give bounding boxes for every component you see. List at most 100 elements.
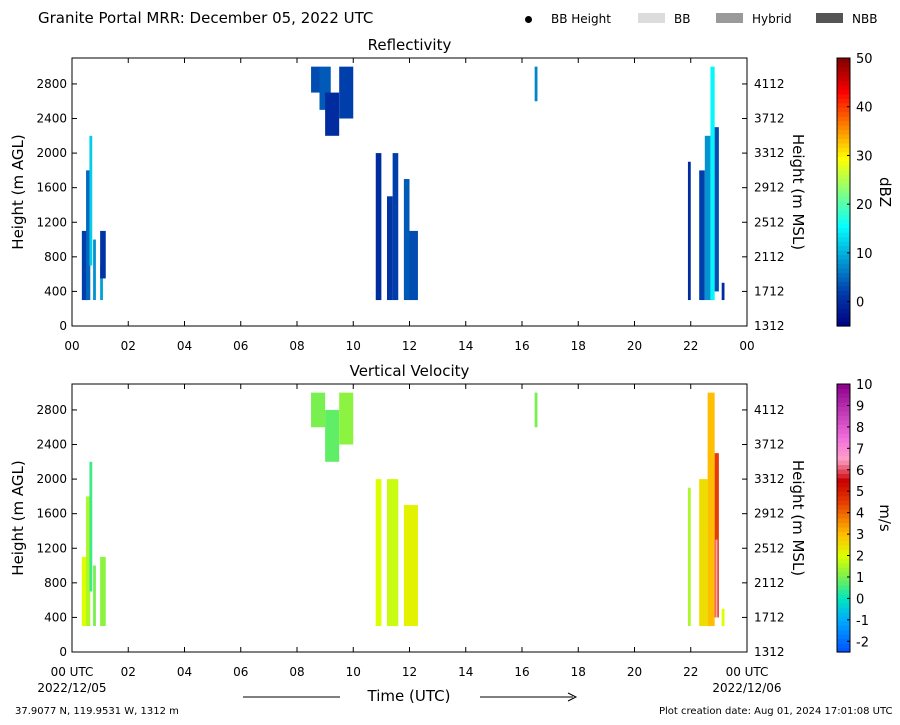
- colorbar-segment-1-41: [837, 464, 850, 470]
- colorbar-segment-1-12: [837, 593, 850, 599]
- bb-swatch: [638, 13, 665, 23]
- data-cell-1-16: [715, 539, 718, 618]
- colorbar-segment-1-6: [837, 620, 850, 626]
- colorbar-segment-0-48: [837, 107, 850, 113]
- colorbar-segment-0-23: [837, 218, 850, 224]
- colorbar-tick-label-0-1: 10: [856, 247, 873, 262]
- colorbar-tick-label-0-0: 0: [856, 296, 864, 311]
- plot-title-1: Vertical Velocity: [350, 362, 470, 380]
- data-cell-1-12: [687, 487, 691, 627]
- colorbar-segment-0-52: [837, 89, 850, 95]
- colorbar-tick-label-1-11: 9: [856, 399, 864, 414]
- colorbar-segment-0-50: [837, 98, 850, 104]
- y-tick-label-right-0-0: 1312: [754, 319, 785, 333]
- colorbar-segment-1-3: [837, 634, 850, 640]
- y-tick-label-right-0-6: 3712: [754, 112, 785, 126]
- colorbar-segment-1-53: [837, 410, 850, 416]
- data-cell-0-11: [387, 196, 393, 301]
- colorbar-segment-1-1: [837, 643, 850, 649]
- data-cell-0-21: [721, 282, 725, 301]
- data-cell-0-17: [699, 170, 705, 301]
- colorbar-segment-0-15: [837, 254, 850, 260]
- colorbar-segment-0-12: [837, 267, 850, 273]
- colorbar-segment-1-16: [837, 576, 850, 582]
- colorbar-segment-1-4: [837, 629, 850, 635]
- colorbar-segment-1-15: [837, 580, 850, 586]
- colorbar-segment-1-58: [837, 388, 850, 394]
- colorbar-segment-0-39: [837, 147, 850, 153]
- y-axis-label-0: Height (m AGL): [9, 134, 27, 249]
- colorbar-segment-1-54: [837, 406, 850, 412]
- colorbar-segment-1-45: [837, 446, 850, 452]
- colorbar-segment-0-21: [837, 227, 850, 233]
- colorbar-segment-0-46: [837, 116, 850, 122]
- data-cell-0-10: [375, 153, 382, 301]
- x-tick-label-0-7: 14: [458, 339, 473, 353]
- x-tick-label-1-1: 02: [121, 665, 136, 679]
- x-tick-label-1-3: 06: [233, 665, 248, 679]
- y-tick-label-right-1-4: 2912: [754, 507, 785, 521]
- legend-label-hybrid: Hybrid: [752, 12, 792, 26]
- x-tick-label-1-2: 04: [177, 665, 192, 679]
- data-cell-0-5: [100, 230, 106, 279]
- colorbar-segment-1-9: [837, 607, 850, 613]
- colorbar-segment-1-13: [837, 589, 850, 595]
- colorbar-tick-label-1-9: 7: [856, 442, 864, 457]
- x-tick-label-1-10: 20: [627, 665, 642, 679]
- colorbar-tick-label-1-0: -2: [856, 635, 869, 650]
- colorbar-tick-label-1-4: 2: [856, 550, 864, 565]
- y-tick-label-1-4: 1600: [36, 507, 67, 521]
- colorbar-tick-label-1-3: 1: [856, 571, 864, 586]
- nbb-swatch: [816, 13, 843, 23]
- colorbar-segment-1-56: [837, 397, 850, 403]
- colorbar-segment-0-57: [837, 66, 850, 72]
- data-cell-1-13: [699, 479, 708, 627]
- colorbar-segment-0-18: [837, 241, 850, 247]
- y-tick-label-right-1-2: 2112: [754, 576, 785, 590]
- data-cell-1-4: [100, 556, 106, 627]
- colorbar-segment-1-59: [837, 384, 850, 390]
- colorbar-segment-1-17: [837, 571, 850, 577]
- colorbar-tick-label-0-4: 40: [856, 101, 873, 116]
- figure-title: Granite Portal MRR: December 05, 2022 UT…: [38, 9, 374, 27]
- colorbar-segment-1-44: [837, 451, 850, 457]
- colorbar-segment-0-22: [837, 223, 850, 229]
- y-tick-label-right-0-4: 2912: [754, 181, 785, 195]
- colorbar-segment-0-35: [837, 165, 850, 171]
- colorbar-tick-label-1-5: 3: [856, 528, 864, 543]
- colorbar-segment-0-58: [837, 62, 850, 68]
- colorbar-segment-1-47: [837, 437, 850, 443]
- colorbar-segment-0-0: [837, 321, 850, 327]
- data-cell-0-14: [409, 230, 418, 301]
- colorbar-segment-1-42: [837, 459, 850, 465]
- colorbar-segment-0-43: [837, 129, 850, 135]
- colorbar-segment-1-11: [837, 598, 850, 604]
- y-tick-label-right-1-5: 3312: [754, 472, 785, 486]
- colorbar-segment-1-34: [837, 495, 850, 501]
- colorbar-segment-0-36: [837, 160, 850, 166]
- colorbar-segment-0-59: [837, 58, 850, 64]
- x-tick-label-1-0: 00 UTC: [51, 665, 94, 679]
- y-tick-label-right-0-5: 3312: [754, 146, 785, 160]
- y-tick-label-0-4: 1600: [36, 181, 67, 195]
- start-date-label: 2022/12/05: [37, 681, 106, 695]
- colorbar-segment-1-32: [837, 504, 850, 510]
- x-tick-label-0-5: 10: [346, 339, 361, 353]
- colorbar-segment-1-39: [837, 473, 850, 479]
- colorbar-segment-0-19: [837, 236, 850, 242]
- colorbar-tick-label-1-7: 5: [856, 485, 864, 500]
- colorbar-segment-0-44: [837, 125, 850, 131]
- data-cell-0-16: [687, 161, 691, 301]
- colorbar-segment-1-38: [837, 477, 850, 483]
- colorbar-tick-label-1-2: 0: [856, 592, 864, 607]
- colorbar-segment-1-48: [837, 433, 850, 439]
- colorbar-segment-0-38: [837, 151, 850, 157]
- y-axis-label-right-1: Height (m MSL): [789, 460, 807, 576]
- colorbar-segment-0-51: [837, 93, 850, 99]
- x-tick-label-0-1: 02: [121, 339, 136, 353]
- colorbar-segment-0-13: [837, 263, 850, 269]
- data-cell-0-9: [339, 66, 354, 119]
- x-tick-label-0-6: 12: [402, 339, 417, 353]
- colorbar-segment-1-40: [837, 468, 850, 474]
- x-tick-label-0-4: 08: [289, 339, 304, 353]
